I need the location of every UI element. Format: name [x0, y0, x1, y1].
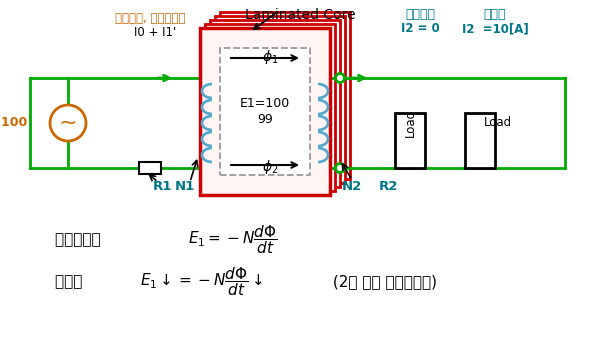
Text: $\phi_2$: $\phi_2$	[262, 158, 278, 176]
Text: I2  =10[A]: I2 =10[A]	[462, 22, 529, 35]
Text: $E_1\downarrow = -N\dfrac{d\Phi}{dt}\downarrow$: $E_1\downarrow = -N\dfrac{d\Phi}{dt}\dow…	[140, 266, 263, 299]
Bar	[465, 113, 495, 168]
Text: N2: N2	[342, 180, 362, 193]
Text: R2: R2	[378, 180, 398, 193]
Bar	[220, 12, 350, 179]
Text: $E_1 = -N\dfrac{d\Phi}{dt}$: $E_1 = -N\dfrac{d\Phi}{dt}$	[188, 224, 277, 257]
Circle shape	[336, 74, 345, 83]
Text: N1: N1	[175, 180, 195, 193]
Text: 유기기전력: 유기기전력	[55, 232, 106, 247]
Text: 여자전류, 무부하전류: 여자전류, 무부하전류	[115, 12, 185, 25]
Text: 무부하시: 무부하시	[405, 8, 435, 21]
Bar	[220, 48, 310, 175]
Text: $\phi_1$: $\phi_1$	[262, 48, 278, 66]
Text: Load: Load	[484, 117, 512, 130]
Text: I0 + I1': I0 + I1'	[134, 26, 176, 39]
Text: 부하시: 부하시	[484, 8, 506, 21]
Bar	[395, 113, 425, 168]
Circle shape	[50, 105, 86, 141]
Text: (2차 자속 반대로발생): (2차 자속 반대로발생)	[328, 274, 437, 289]
Circle shape	[336, 163, 345, 173]
Text: I2 = 0: I2 = 0	[400, 22, 440, 35]
Bar	[210, 20, 340, 187]
Text: 99: 99	[257, 113, 273, 126]
Text: 부하시: 부하시	[55, 274, 92, 289]
Bar	[200, 28, 330, 195]
Bar	[139, 162, 161, 174]
Bar	[215, 16, 345, 183]
Bar	[200, 28, 330, 195]
Text: R1: R1	[152, 180, 172, 193]
Text: ~: ~	[59, 113, 77, 133]
Text: V1=100: V1=100	[0, 117, 28, 130]
Bar	[205, 24, 335, 191]
Text: Load: Load	[403, 109, 416, 137]
Text: E1=100: E1=100	[240, 97, 290, 110]
Text: Laminated Core: Laminated Core	[245, 8, 355, 22]
